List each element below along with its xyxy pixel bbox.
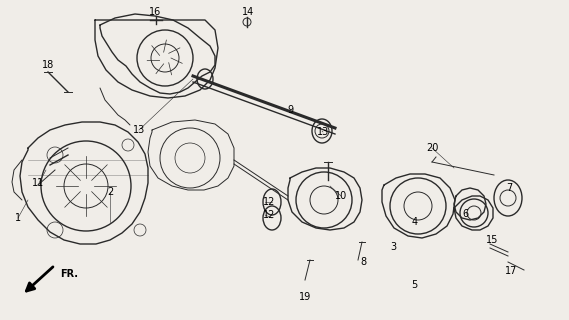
Text: 17: 17 bbox=[505, 266, 517, 276]
Text: 9: 9 bbox=[287, 105, 293, 115]
Text: 3: 3 bbox=[390, 242, 396, 252]
Text: 10: 10 bbox=[335, 191, 347, 201]
Text: 5: 5 bbox=[411, 280, 417, 290]
Text: 19: 19 bbox=[299, 292, 311, 302]
Text: 4: 4 bbox=[412, 217, 418, 227]
Text: 7: 7 bbox=[506, 183, 512, 193]
Text: 13: 13 bbox=[317, 127, 329, 137]
Text: 15: 15 bbox=[486, 235, 498, 245]
Text: 16: 16 bbox=[149, 7, 161, 17]
Text: 11: 11 bbox=[32, 178, 44, 188]
Text: 14: 14 bbox=[242, 7, 254, 17]
Text: 18: 18 bbox=[42, 60, 54, 70]
Text: 13: 13 bbox=[133, 125, 145, 135]
Text: 1: 1 bbox=[15, 213, 21, 223]
Text: 12: 12 bbox=[263, 197, 275, 207]
Text: 6: 6 bbox=[462, 209, 468, 219]
Text: 12: 12 bbox=[263, 210, 275, 220]
Text: 2: 2 bbox=[107, 187, 113, 197]
Text: FR.: FR. bbox=[60, 269, 78, 279]
Text: 20: 20 bbox=[426, 143, 438, 153]
Text: 8: 8 bbox=[360, 257, 366, 267]
